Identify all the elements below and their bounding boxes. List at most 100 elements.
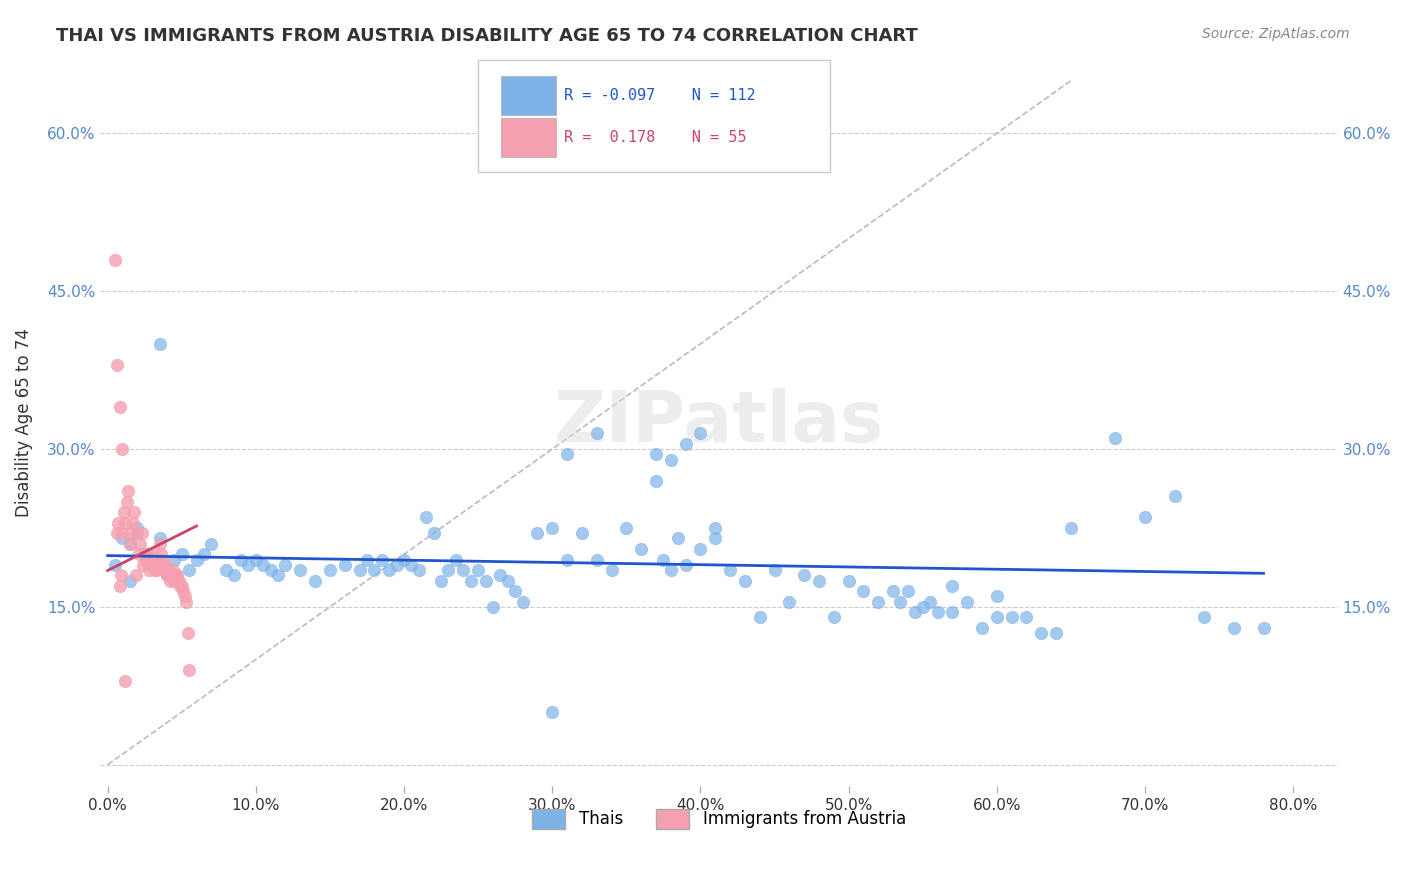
Point [1060,521,1083,535]
Point [115,494,138,508]
Point [107,516,129,530]
Point [148,336,170,351]
Point [131,526,153,541]
Point [718,563,741,577]
Point [482,599,505,614]
Point [986,610,1008,624]
FancyBboxPatch shape [478,60,831,172]
Point [145,563,167,577]
Point [503,584,526,599]
Point [437,563,460,577]
Point [155,558,177,572]
Point [1104,432,1126,446]
Point [135,552,157,566]
Point [889,594,911,608]
Point [114,673,136,688]
Point [385,558,408,572]
Point [675,558,697,572]
Point [134,547,156,561]
Point [1015,610,1038,624]
Point [200,537,222,551]
Point [897,584,920,599]
Point [453,563,475,577]
Point [911,599,934,614]
Point [153,563,176,577]
Point [141,547,163,561]
Point [114,516,136,530]
Point [430,574,453,588]
Point [868,594,890,608]
Point [179,663,201,677]
Point [105,358,128,372]
Point [319,563,342,577]
Point [134,547,156,561]
Point [941,605,963,619]
Point [174,594,197,608]
Point [290,563,312,577]
Point [904,605,927,619]
Point [1001,610,1024,624]
Point [460,574,482,588]
Point [104,252,127,267]
Text: R =  0.178    N = 55: R = 0.178 N = 55 [564,130,747,145]
Point [882,584,904,599]
Point [512,594,534,608]
Point [121,516,143,530]
Point [222,568,245,582]
Point [150,547,173,561]
Point [408,563,430,577]
Point [555,447,578,461]
Text: Source: ZipAtlas.com: Source: ZipAtlas.com [1202,27,1350,41]
Point [112,505,135,519]
Point [1194,610,1216,624]
Point [111,532,134,546]
Point [252,558,274,572]
Point [704,532,727,546]
Point [541,521,564,535]
Text: ZIPatlas: ZIPatlas [554,388,884,458]
Point [1223,621,1246,635]
Point [166,568,188,582]
Legend: Thais, Immigrants from Austria: Thais, Immigrants from Austria [526,802,912,836]
Point [127,521,149,535]
Point [489,568,512,582]
Point [585,426,607,441]
Point [176,626,198,640]
Point [108,400,131,414]
Point [138,563,160,577]
Point [645,447,668,461]
Point [363,563,385,577]
Point [156,568,179,582]
Point [229,552,252,566]
Point [159,574,181,588]
Point [167,574,190,588]
Point [778,594,800,608]
Point [179,563,201,577]
Point [1031,626,1053,640]
Point [108,579,131,593]
Point [118,537,141,551]
Point [132,558,155,572]
Point [148,537,170,551]
Point [807,574,830,588]
Point [146,558,169,572]
Point [585,552,607,566]
Point [645,474,668,488]
Point [162,563,184,577]
Text: R = -0.097    N = 112: R = -0.097 N = 112 [564,87,756,103]
Point [659,563,682,577]
Point [117,484,139,499]
Point [333,558,356,572]
Point [763,563,786,577]
Point [118,537,141,551]
Point [267,568,290,582]
Point [173,590,195,604]
Point [215,563,238,577]
Point [160,568,183,582]
Point [852,584,875,599]
Point [614,521,637,535]
Point [444,552,467,566]
Point [630,541,652,556]
Point [165,568,187,582]
Point [125,568,148,582]
